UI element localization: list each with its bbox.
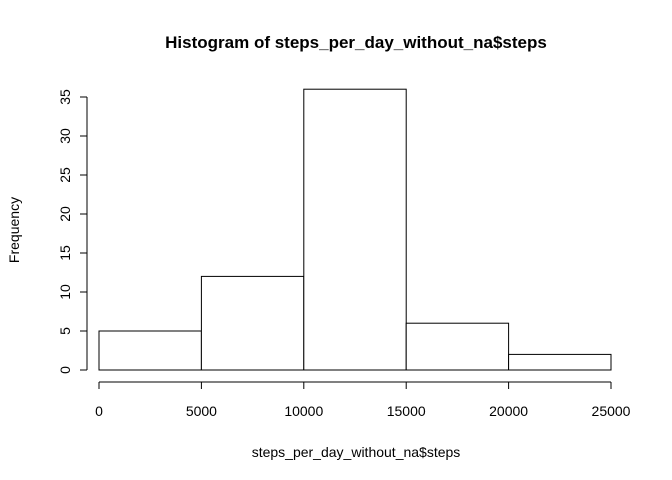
x-axis: 0 5000 10000 15000 20000 25000 (95, 381, 631, 419)
histogram-bar-4 (508, 353, 612, 371)
x-tick-label-0: 0 (95, 403, 103, 419)
y-tick-label-3: 15 (57, 245, 73, 261)
x-tick-label-1: 5000 (186, 403, 217, 419)
x-tick-label-2: 10000 (284, 403, 323, 419)
histogram-bar-1 (200, 275, 305, 371)
y-tick-label-7: 35 (57, 89, 73, 105)
y-tick-label-5: 25 (57, 167, 73, 183)
y-tick-label-0: 0 (57, 366, 73, 374)
bars-group (98, 88, 612, 371)
y-axis: 0 5 10 15 20 25 30 35 (57, 89, 88, 374)
y-tick-label-4: 20 (57, 206, 73, 222)
chart-title: Histogram of steps_per_day_without_na$st… (165, 33, 547, 52)
histogram-bar-0 (98, 330, 202, 371)
histogram-bar-2 (303, 88, 407, 371)
x-tick-label-3: 15000 (387, 403, 426, 419)
y-axis-label: Frequency (6, 197, 22, 263)
y-tick-label-1: 5 (57, 327, 73, 335)
histogram-bar-3 (405, 322, 510, 371)
x-tick-label-4: 20000 (489, 403, 528, 419)
x-axis-label: steps_per_day_without_na$steps (252, 444, 461, 460)
y-tick-label-6: 30 (57, 128, 73, 144)
y-tick-label-2: 10 (57, 284, 73, 300)
x-tick-label-5: 25000 (592, 403, 631, 419)
